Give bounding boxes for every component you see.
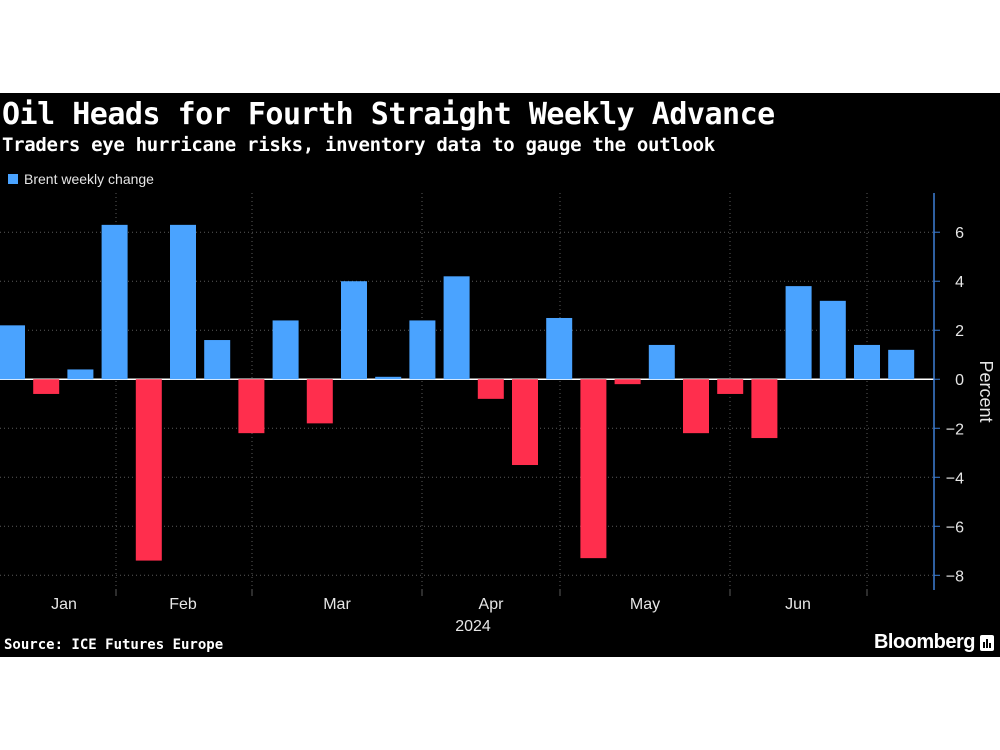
x-month-label: Feb [169, 596, 197, 613]
bar-positive [375, 376, 402, 380]
bar-negative [238, 379, 265, 434]
y-tick-label: 6 [955, 225, 964, 242]
chart-title: Oil Heads for Fourth Straight Weekly Adv… [2, 97, 775, 132]
y-tick-label: −8 [946, 568, 964, 585]
source-note: Source: ICE Futures Europe [4, 637, 224, 653]
x-month-label: Apr [479, 596, 505, 613]
bar-negative [683, 379, 709, 434]
brand-name: Bloomberg [873, 631, 976, 653]
bar-positive [409, 320, 436, 380]
brand-logo: Bloomberg [874, 631, 994, 654]
bar-positive [67, 369, 94, 380]
bar-negative [717, 379, 744, 394]
x-month-label: May [630, 596, 660, 613]
bar-negative [614, 379, 641, 385]
chart-subtitle: Traders eye hurricane risks, inventory d… [2, 134, 715, 156]
bar-negative [580, 379, 607, 559]
bar-negative [306, 379, 333, 424]
bar-positive [785, 286, 812, 380]
bar-positive [101, 224, 128, 380]
legend: Brent weekly change [8, 171, 154, 187]
x-year-label: 2024 [455, 618, 491, 635]
bar-positive [546, 317, 573, 380]
y-tick-label: 0 [955, 372, 964, 389]
bar-negative [477, 379, 504, 399]
y-tick-label: 2 [955, 323, 964, 340]
legend-label: Brent weekly change [24, 171, 154, 187]
bar-positive [341, 281, 367, 380]
bar-negative [512, 379, 538, 466]
bar-negative [751, 379, 778, 439]
bar-positive [443, 276, 470, 380]
bar-positive [648, 344, 675, 380]
x-month-label: Jun [785, 596, 811, 613]
bar-negative [33, 379, 60, 394]
y-axis-label: Percent [976, 360, 996, 422]
legend-swatch [8, 174, 18, 184]
y-tick-label: 4 [955, 274, 964, 291]
bar-negative [135, 379, 162, 561]
bar-positive [854, 344, 880, 380]
bar-positive [170, 224, 196, 380]
y-tick-label: −4 [946, 470, 964, 487]
x-month-label: Jan [51, 596, 77, 613]
bar-chart: −8 −6 −4 −2 0 2 4 6 Percent Jan Feb Mar Apr May Jun 202… [0, 193, 996, 635]
bloomberg-chart-icon [980, 634, 994, 651]
x-month-label: Mar [323, 596, 351, 613]
bar-positive [819, 300, 846, 380]
bar-positive [272, 320, 299, 380]
chart-card: Oil Heads for Fourth Straight Weekly Adv… [0, 93, 1000, 657]
y-tick-label: −2 [946, 421, 964, 438]
bar-positive [888, 349, 915, 380]
bar-positive [0, 325, 25, 380]
bar-positive [204, 340, 231, 380]
y-tick-label: −6 [946, 519, 964, 536]
